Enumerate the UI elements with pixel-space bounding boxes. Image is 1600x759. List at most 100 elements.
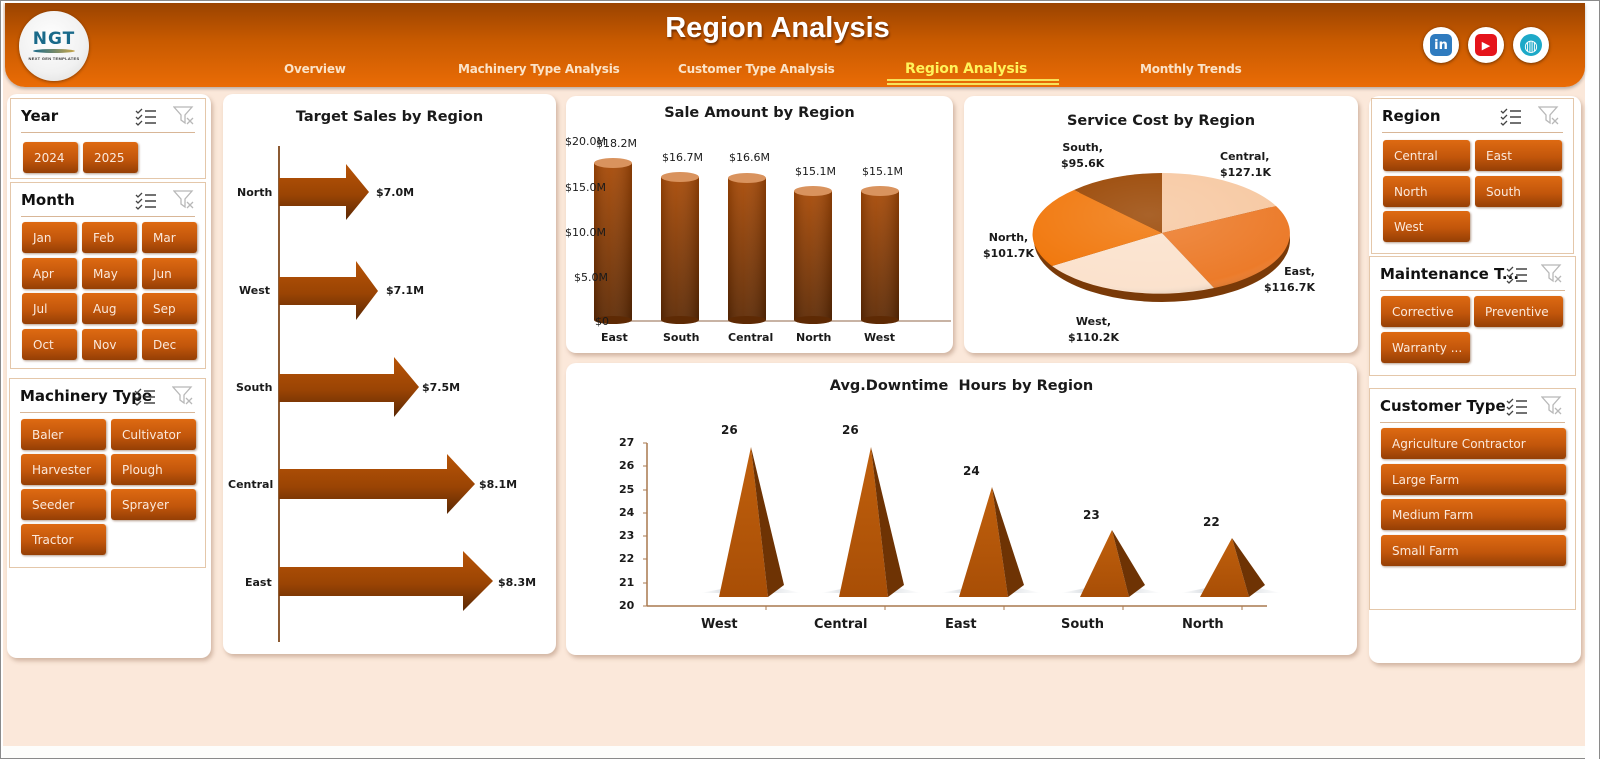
maintenance-type-slicer-title: Maintenance T... (1380, 265, 1520, 283)
youtube-icon: ▶ (1475, 34, 1497, 56)
slicer-item-jul[interactable]: Jul (22, 293, 77, 324)
clear-filter-icon[interactable] (1538, 106, 1560, 126)
slicer-item-baler[interactable]: Baler (21, 419, 106, 450)
data-label: $16.7M (662, 151, 703, 164)
linkedin-button[interactable]: in (1423, 27, 1459, 63)
label-line: South, (1062, 141, 1103, 154)
data-label: 26 (721, 423, 738, 437)
region-slicer-title: Region (1382, 107, 1441, 125)
data-label: $18.2M (596, 137, 637, 150)
slicer-item-dec[interactable]: Dec (142, 329, 197, 360)
y-tick: 20 (619, 599, 635, 612)
y-tick: $10.0M (565, 226, 606, 239)
multi-select-icon[interactable] (1500, 108, 1522, 126)
label-line: $127.1K (1220, 166, 1271, 179)
sheet-right-strip (1585, 1, 1599, 759)
tab-region-analysis[interactable]: Region Analysis (905, 61, 1028, 77)
y-tick: 25 (619, 483, 635, 496)
slicer-item-oct[interactable]: Oct (22, 329, 77, 360)
customer-type-slicer: Customer Type Agriculture Contractor Lar… (1369, 388, 1576, 610)
slicer-item-aug[interactable]: Aug (82, 293, 137, 324)
slicer-item-east[interactable]: East (1475, 140, 1562, 171)
pie-label-central: Central, $127.1K (1220, 149, 1271, 181)
tab-overview[interactable]: Overview (284, 62, 346, 76)
slicer-item-medium-farm[interactable]: Medium Farm (1381, 499, 1566, 530)
region-slicer: Region Central East North South West (1371, 98, 1574, 254)
data-label: $15.1M (795, 165, 836, 178)
slicer-item-feb[interactable]: Feb (82, 222, 137, 253)
slicer-item-sprayer[interactable]: Sprayer (111, 489, 196, 520)
pie-label-west: West, $110.2K (1068, 314, 1119, 346)
clear-filter-icon[interactable] (1541, 264, 1563, 284)
right-filter-panel: Region Central East North South West Mai… (1369, 96, 1581, 663)
data-label: 23 (1083, 508, 1100, 522)
y-tick: 21 (619, 576, 635, 589)
tab-customer-type-analysis[interactable]: Customer Type Analysis (678, 62, 835, 76)
data-label: $15.1M (862, 165, 903, 178)
data-label: 22 (1203, 515, 1220, 529)
slicer-item-small-farm[interactable]: Small Farm (1381, 535, 1566, 566)
slicer-item-mar[interactable]: Mar (142, 222, 197, 253)
slicer-divider (21, 132, 195, 133)
clear-filter-icon[interactable] (173, 106, 195, 126)
header-bar: NGT NEXT GEN TEMPLATES Region Analysis O… (5, 3, 1585, 87)
y-tick: 24 (619, 506, 635, 519)
label-line: East, (1284, 265, 1315, 278)
slicer-item-nov[interactable]: Nov (82, 329, 137, 360)
slicer-divider (1380, 422, 1565, 423)
slicer-item-south[interactable]: South (1475, 176, 1562, 207)
multi-select-icon[interactable] (134, 388, 156, 406)
slicer-item-plough[interactable]: Plough (111, 454, 196, 485)
slicer-item-west[interactable]: West (1383, 211, 1470, 242)
website-button[interactable]: ◍ (1513, 27, 1549, 63)
data-label: $8.1M (479, 478, 518, 491)
slicer-item-tractor[interactable]: Tractor (21, 524, 106, 555)
slicer-item-apr[interactable]: Apr (22, 258, 77, 289)
multi-select-icon[interactable] (1506, 266, 1528, 284)
slicer-item-2025[interactable]: 2025 (83, 142, 138, 173)
data-label: 26 (842, 423, 859, 437)
machinery-type-slicer-title: Machinery Type (20, 387, 153, 405)
data-label: $7.5M (422, 381, 461, 394)
slicer-item-may[interactable]: May (82, 258, 137, 289)
clear-filter-icon[interactable] (1541, 396, 1563, 416)
slicer-item-2024[interactable]: 2024 (23, 142, 78, 173)
pie-label-north: North, $101.7K (983, 230, 1034, 262)
clear-filter-icon[interactable] (172, 386, 194, 406)
category-label: North (237, 186, 273, 199)
service-cost-pie (1032, 173, 1290, 302)
left-filter-panel: Year 2024 2025 Month Jan Feb Mar Apr May… (7, 94, 211, 658)
slicer-item-north[interactable]: North (1383, 176, 1470, 207)
linkedin-icon: in (1430, 34, 1452, 56)
chart-title: Service Cost by Region (1066, 113, 1256, 129)
youtube-button[interactable]: ▶ (1468, 27, 1504, 63)
slicer-item-preventive[interactable]: Preventive (1474, 296, 1563, 327)
category-label: Central (228, 478, 274, 491)
y-tick: 23 (619, 529, 635, 542)
slicer-item-central[interactable]: Central (1383, 140, 1470, 171)
slicer-item-agriculture-contractor[interactable]: Agriculture Contractor (1381, 428, 1566, 459)
slicer-item-warranty[interactable]: Warranty ... (1381, 332, 1470, 363)
slicer-item-large-farm[interactable]: Large Farm (1381, 464, 1566, 495)
data-label: $16.6M (729, 151, 770, 164)
multi-select-icon[interactable] (135, 108, 157, 126)
slicer-item-jan[interactable]: Jan (22, 222, 77, 253)
slicer-item-jun[interactable]: Jun (142, 258, 197, 289)
slicer-divider (20, 412, 195, 413)
multi-select-icon[interactable] (1506, 398, 1528, 416)
slicer-item-cultivator[interactable]: Cultivator (111, 419, 196, 450)
month-slicer: Month Jan Feb Mar Apr May Jun Jul Aug Se… (10, 182, 206, 369)
year-slicer-title: Year (21, 107, 59, 125)
clear-filter-icon[interactable] (173, 190, 195, 210)
y-tick: 22 (619, 552, 635, 565)
y-tick: $15.0M (565, 181, 606, 194)
chart-title: Target Sales by Region (295, 109, 484, 125)
slicer-item-corrective[interactable]: Corrective (1381, 296, 1470, 327)
slicer-item-harvester[interactable]: Harvester (21, 454, 106, 485)
tab-machinery-type-analysis[interactable]: Machinery Type Analysis (458, 62, 620, 76)
slicer-item-sep[interactable]: Sep (142, 293, 197, 324)
tab-monthly-trends[interactable]: Monthly Trends (1140, 62, 1242, 76)
multi-select-icon[interactable] (135, 192, 157, 210)
label-line: Central, (1220, 150, 1270, 163)
slicer-item-seeder[interactable]: Seeder (21, 489, 106, 520)
